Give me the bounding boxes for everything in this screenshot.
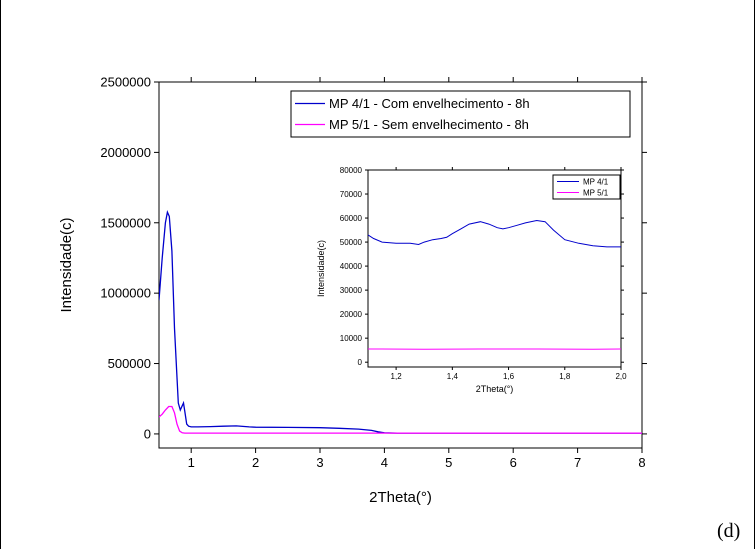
inset-y-tick-label: 0 bbox=[358, 358, 363, 367]
main-legend-box bbox=[290, 90, 631, 138]
main-x-tick-label: 2 bbox=[252, 455, 259, 470]
inset-y-axis-label: Intensidade(c) bbox=[316, 240, 326, 297]
inset-y-tick-label: 30000 bbox=[340, 286, 363, 295]
inset-x-tick-label: 1,4 bbox=[447, 372, 459, 381]
inset-x-tick-label: 1,2 bbox=[391, 372, 403, 381]
main-x-tick-label: 1 bbox=[188, 455, 195, 470]
main-y-axis-label: Intensidade(c) bbox=[58, 217, 75, 312]
main-y-tick-label: 500000 bbox=[108, 356, 151, 371]
main-series-line-2 bbox=[159, 405, 642, 434]
main-y-tick-label: 2000000 bbox=[100, 145, 151, 160]
inset-legend-box bbox=[552, 174, 621, 200]
inset-x-tick-label: 1,6 bbox=[503, 372, 515, 381]
main-y-tick-label: 1000000 bbox=[100, 286, 151, 301]
inset-y-tick-label: 10000 bbox=[340, 334, 363, 343]
main-x-tick-label: 4 bbox=[381, 455, 388, 470]
panel-label: (d) bbox=[717, 520, 741, 542]
inset-chart: 1,2 1,4 1,6 1,8 2,0 0 10000 20000 30000 40000 5000… bbox=[316, 166, 627, 394]
inset-y-tick-label: 60000 bbox=[340, 214, 363, 223]
main-y-tick-label: 2500000 bbox=[100, 75, 151, 90]
main-x-tick-label: 7 bbox=[574, 455, 581, 470]
inset-y-tick-label: 70000 bbox=[340, 190, 363, 199]
main-y-tick-label: 0 bbox=[144, 426, 151, 441]
inset-plot-frame bbox=[367, 169, 622, 368]
inset-series-line-1 bbox=[368, 219, 621, 248]
inset-x-tick-label: 2,0 bbox=[615, 372, 627, 381]
inset-legend-label: MP 4/1 bbox=[583, 177, 609, 186]
inset-legend-label: MP 5/1 bbox=[583, 188, 609, 197]
inset-y-tick-label: 40000 bbox=[340, 262, 363, 271]
main-legend-label: MP 4/1 - Com envelhecimento - 8h bbox=[329, 96, 530, 111]
main-x-tick-label: 6 bbox=[510, 455, 517, 470]
main-y-tick-label: 1500000 bbox=[100, 215, 151, 230]
inset-y-tick-label: 80000 bbox=[340, 166, 363, 175]
inset-x-axis-label: 2Theta(°) bbox=[476, 384, 514, 394]
inset-y-tick-label: 20000 bbox=[340, 310, 363, 319]
main-x-tick-label: 5 bbox=[445, 455, 452, 470]
main-x-tick-label: 3 bbox=[316, 455, 323, 470]
inset-y-tick-label: 50000 bbox=[340, 238, 363, 247]
main-x-axis-label: 2Theta(°) bbox=[369, 489, 432, 506]
inset-x-tick-label: 1,8 bbox=[559, 372, 571, 381]
main-legend-label: MP 5/1 - Sem envelhecimento - 8h bbox=[329, 117, 529, 132]
main-x-tick-label: 8 bbox=[638, 455, 645, 470]
